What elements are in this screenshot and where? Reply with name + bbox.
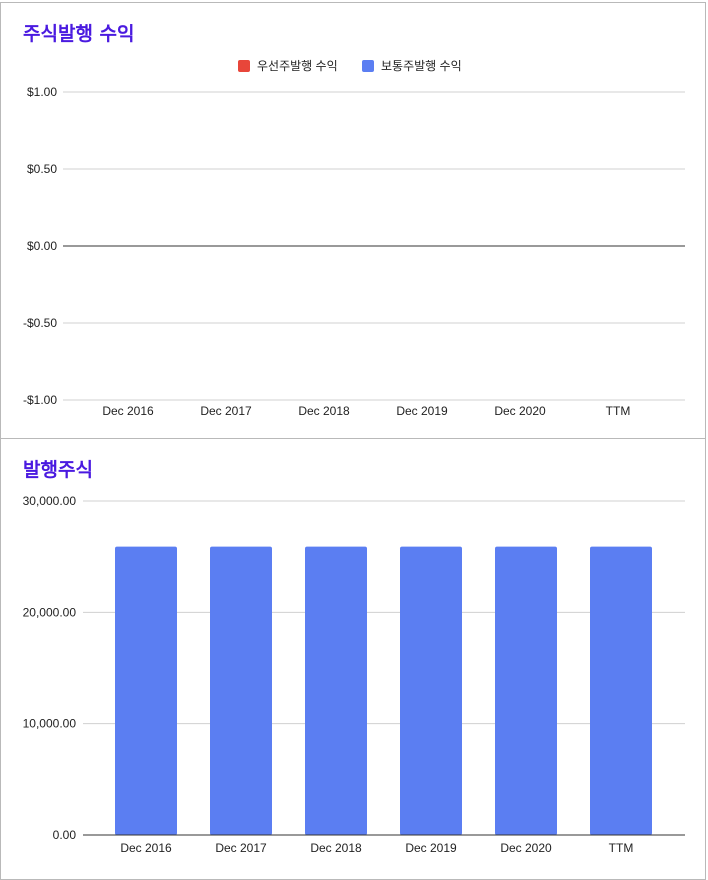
- y-tick-label: $1.00: [27, 85, 57, 99]
- x-tick-label: Dec 2020: [500, 841, 552, 855]
- bar-5: [590, 546, 652, 835]
- bar-4: [495, 546, 557, 835]
- chart1-title: 주식발행 수익: [23, 23, 135, 45]
- y-tick-label: -$1.00: [23, 393, 57, 407]
- legend-label-0: 우선주발행 수익: [257, 58, 338, 73]
- x-tick-label: Dec 2016: [102, 404, 154, 418]
- y-tick-label: $0.00: [27, 239, 57, 253]
- chart1-legend: 우선주발행 수익 보통주발행 수익: [238, 58, 462, 73]
- bar-3: [400, 546, 462, 835]
- legend-label-1: 보통주발행 수익: [381, 58, 462, 73]
- shares-outstanding-panel: 발행주식 30,000.00 20,000.00 10,000.00 0.00 Dec …: [0, 438, 706, 880]
- y-tick-label: 0.00: [53, 828, 77, 842]
- x-tick-label: TTM: [606, 404, 631, 418]
- x-tick-label: TTM: [609, 841, 634, 855]
- y-tick-label: 30,000.00: [23, 494, 77, 508]
- stock-issuance-proceeds-panel: 주식발행 수익 우선주발행 수익 보통주발행 수익 $1.00 $0.50 $0.00 -…: [0, 2, 706, 439]
- x-tick-label: Dec 2017: [200, 404, 252, 418]
- bar-1: [210, 546, 272, 835]
- x-tick-label: Dec 2016: [120, 841, 172, 855]
- x-tick-label: Dec 2020: [494, 404, 546, 418]
- y-tick-label: 10,000.00: [23, 717, 77, 731]
- shares-outstanding-chart: 30,000.00 20,000.00 10,000.00 0.00 Dec 2016 D…: [23, 494, 685, 855]
- legend-swatch-1: [362, 60, 374, 72]
- x-tick-label: Dec 2019: [396, 404, 448, 418]
- legend-swatch-0: [238, 60, 250, 72]
- chart2-title: 발행주식: [23, 459, 93, 481]
- x-tick-label: Dec 2017: [215, 841, 267, 855]
- stock-issuance-proceeds-chart: 우선주발행 수익 보통주발행 수익 $1.00 $0.50 $0.00 -$0.50 -$1…: [23, 58, 685, 418]
- bar-2: [305, 546, 367, 835]
- x-tick-label: Dec 2019: [405, 841, 457, 855]
- y-tick-label: 20,000.00: [23, 605, 77, 619]
- y-tick-label: -$0.50: [23, 316, 57, 330]
- bar-0: [115, 546, 177, 835]
- x-tick-label: Dec 2018: [310, 841, 362, 855]
- x-tick-label: Dec 2018: [298, 404, 350, 418]
- y-tick-label: $0.50: [27, 162, 57, 176]
